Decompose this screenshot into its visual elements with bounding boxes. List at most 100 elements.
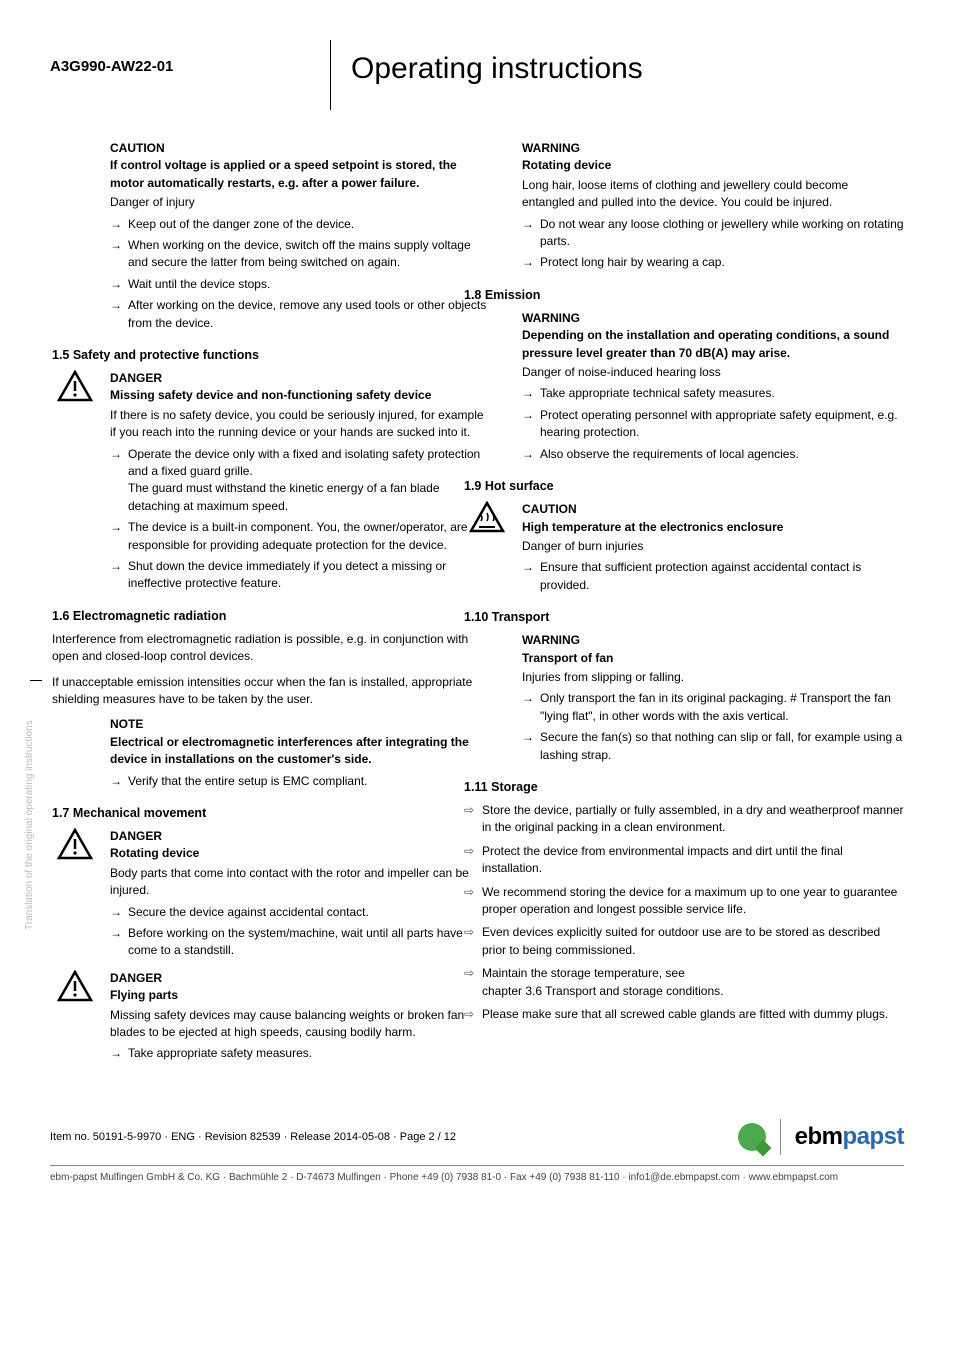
list-item: The device is a built-in component. You,… — [110, 519, 492, 554]
heading-1-6: 1.6 Electromagnetic radiation — [52, 607, 492, 625]
footer-meta-row: Item no. 50191-5-9970 · ENG · Revision 8… — [50, 1113, 904, 1161]
caution-list: Keep out of the danger zone of the devic… — [110, 216, 492, 332]
page-title: Operating instructions — [351, 40, 643, 86]
list-item: Protect operating personnel with appropr… — [522, 407, 904, 442]
list-item: Before working on the system/machine, wa… — [110, 925, 492, 960]
side-note: Translation of the original operating in… — [24, 720, 35, 930]
danger-list: Take appropriate safety measures. — [110, 1045, 492, 1062]
caution-subject: High temperature at the electronics encl… — [522, 519, 904, 536]
caution-result: Danger of burn injuries — [522, 538, 904, 555]
warning-result: Danger of noise-induced hearing loss — [522, 364, 904, 381]
caution-block-1-9: CAUTION High temperature at the electron… — [522, 501, 904, 594]
page: Translation of the original operating in… — [0, 0, 954, 1351]
warning-block-1-8: WARNING Depending on the installation an… — [522, 310, 904, 463]
warning-subject: Depending on the installation and operat… — [522, 327, 904, 362]
list-item: Secure the device against accidental con… — [110, 904, 492, 921]
keyword-caution: CAUTION — [522, 501, 904, 518]
brand-divider — [780, 1119, 781, 1155]
list-item: Take appropriate safety measures. — [110, 1045, 492, 1062]
page-header: A3G990-AW22-01 Operating instructions — [50, 40, 904, 110]
caution-block: CAUTION If control voltage is applied or… — [110, 140, 492, 332]
list-item: Ensure that sufficient protection agains… — [522, 559, 904, 594]
danger-icon — [52, 370, 98, 407]
keyword-note: NOTE — [110, 716, 492, 733]
list-item: Store the device, partially or fully ass… — [464, 802, 904, 837]
warning-list: Take appropriate technical safety measur… — [522, 385, 904, 463]
list-item: Secure the fan(s) so that nothing can sl… — [522, 729, 904, 764]
list-item: Verify that the entire setup is EMC comp… — [110, 773, 492, 790]
list-item: When working on the device, switch off t… — [110, 237, 492, 272]
danger-body: If there is no safety device, you could … — [110, 407, 492, 442]
logo-ebm: ebm — [795, 1123, 843, 1150]
footer-meta: Item no. 50191-5-9970 · ENG · Revision 8… — [50, 1131, 456, 1143]
list-item: Protect the device from environmental im… — [464, 843, 904, 878]
warning-result: Injuries from slipping or falling. — [522, 669, 904, 686]
list-item: Only transport the fan in its original p… — [522, 690, 904, 725]
para-1-6a: Interference from electromagnetic radiat… — [52, 631, 492, 666]
header-divider — [330, 40, 331, 110]
keyword-warning: WARNING — [522, 310, 904, 327]
caution-list: Ensure that sufficient protection agains… — [522, 559, 904, 594]
storage-block: Store the device, partially or fully ass… — [464, 802, 904, 1023]
heading-1-11: 1.11 Storage — [464, 778, 904, 796]
green-tech-icon — [738, 1123, 766, 1151]
list-item: Take appropriate technical safety measur… — [522, 385, 904, 402]
left-column: CAUTION If control voltage is applied or… — [110, 140, 492, 1073]
danger-body: Body parts that come into contact with t… — [110, 865, 492, 900]
list-item: Please make sure that all screwed cable … — [464, 1006, 904, 1023]
para-1-6b: If unacceptable emission intensities occ… — [52, 674, 492, 709]
warning-block-1-10: WARNING Transport of fan Injuries from s… — [522, 632, 904, 764]
danger-subject: Flying parts — [110, 987, 492, 1004]
list-item: Maintain the storage temperature, see ch… — [464, 965, 904, 1000]
list-item: Shut down the device immediately if you … — [110, 558, 492, 593]
heading-1-10: 1.10 Transport — [464, 608, 904, 626]
list-item: After working on the device, remove any … — [110, 297, 492, 332]
danger-icon — [52, 970, 98, 1007]
list-item: We recommend storing the device for a ma… — [464, 884, 904, 919]
danger-list: Operate the device only with a fixed and… — [110, 446, 492, 593]
hot-surface-icon — [464, 501, 510, 538]
list-item: Keep out of the danger zone of the devic… — [110, 216, 492, 233]
note-block-1-6: NOTE Electrical or electromagnetic inter… — [110, 716, 492, 790]
brand-logo: ebmpapst — [795, 1123, 904, 1151]
warning-subject: Transport of fan — [522, 650, 904, 667]
list-item: Also observe the requirements of local a… — [522, 446, 904, 463]
list-item: Even devices explicitly suited for outdo… — [464, 924, 904, 959]
keyword-danger: DANGER — [110, 970, 492, 987]
warning-block-rot: WARNING Rotating device Long hair, loose… — [522, 140, 904, 272]
heading-1-5: 1.5 Safety and protective functions — [52, 346, 492, 364]
note-subject: Electrical or electromagnetic interferen… — [110, 734, 492, 769]
list-item: Protect long hair by wearing a cap. — [522, 254, 904, 271]
danger-list: Secure the device against accidental con… — [110, 904, 492, 960]
keyword-caution: CAUTION — [110, 140, 492, 157]
right-column: WARNING Rotating device Long hair, loose… — [522, 140, 904, 1073]
list-item: Do not wear any loose clothing or jewell… — [522, 216, 904, 251]
danger-subject: Missing safety device and non-functionin… — [110, 387, 492, 404]
warning-list: Only transport the fan in its original p… — [522, 690, 904, 764]
keyword-danger: DANGER — [110, 370, 492, 387]
heading-1-9: 1.9 Hot surface — [464, 477, 904, 495]
danger-subject: Rotating device — [110, 845, 492, 862]
caution-subject: If control voltage is applied or a speed… — [110, 157, 492, 192]
brand: ebmpapst — [738, 1119, 904, 1155]
keyword-danger: DANGER — [110, 828, 492, 845]
heading-1-7: 1.7 Mechanical movement — [52, 804, 492, 822]
keyword-warning: WARNING — [522, 632, 904, 649]
caution-result: Danger of injury — [110, 194, 492, 211]
danger-block-1-5: DANGER Missing safety device and non-fun… — [110, 370, 492, 593]
content-columns: CAUTION If control voltage is applied or… — [110, 140, 904, 1073]
list-item: Wait until the device stops. — [110, 276, 492, 293]
danger-body: Missing safety devices may cause balanci… — [110, 1007, 492, 1042]
warning-subject: Rotating device — [522, 157, 904, 174]
logo-papst: papst — [842, 1123, 904, 1150]
danger-icon — [52, 828, 98, 865]
footer: Item no. 50191-5-9970 · ENG · Revision 8… — [50, 1113, 904, 1183]
footer-company-line: ebm-papst Mulfingen GmbH & Co. KG · Bach… — [50, 1165, 904, 1183]
fold-mark — [30, 680, 42, 681]
heading-1-8: 1.8 Emission — [464, 286, 904, 304]
list-item: Operate the device only with a fixed and… — [110, 446, 492, 516]
danger-block-1-7a: DANGER Rotating device Body parts that c… — [110, 828, 492, 960]
product-code: A3G990-AW22-01 — [50, 40, 330, 75]
warning-list: Do not wear any loose clothing or jewell… — [522, 216, 904, 272]
warning-body: Long hair, loose items of clothing and j… — [522, 177, 904, 212]
